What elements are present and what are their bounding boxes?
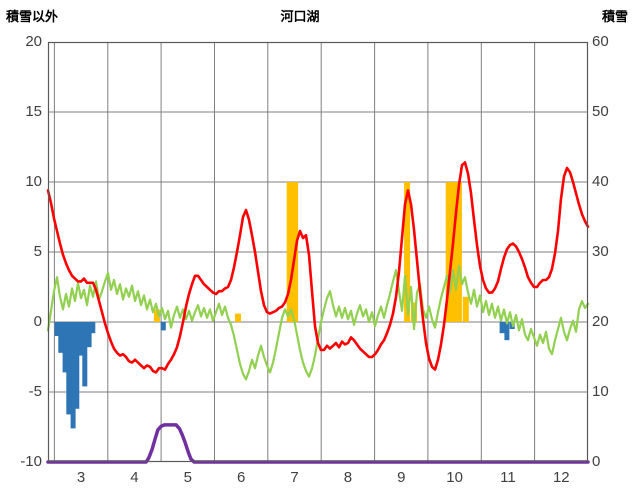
- x-axis-tick: 5: [183, 469, 192, 486]
- x-axis-tick: 6: [236, 469, 246, 486]
- x-axis-tick: 3: [76, 469, 86, 486]
- left-axis-tick: -5: [28, 383, 42, 400]
- x-axis-tick: 9: [397, 469, 406, 486]
- x-axis-tick: 11: [500, 469, 516, 486]
- left-axis-tick: 5: [33, 243, 42, 260]
- left-axis-tick: 10: [25, 173, 42, 190]
- right-axis-tick: 0: [592, 453, 601, 470]
- left-axis-tick: 15: [25, 103, 42, 120]
- chart-title: 河口湖: [280, 9, 320, 24]
- plot-area: [46, 41, 590, 464]
- x-axis-tick: 10: [446, 469, 463, 486]
- x-axis-tick: 12: [552, 469, 570, 486]
- left-axis-tick: -10: [20, 453, 42, 470]
- left-axis-tick: 20: [25, 33, 42, 50]
- right-axis-tick: 40: [592, 173, 609, 190]
- right-axis-tick: 30: [592, 243, 609, 260]
- right-axis-tick: 10: [592, 383, 609, 400]
- right-axis-tick: 20: [592, 313, 609, 330]
- x-axis-tick: 8: [343, 469, 353, 486]
- right-axis-title: 積雪: [601, 9, 628, 24]
- left-axis-tick: 0: [33, 313, 42, 330]
- right-axis-tick: 50: [592, 103, 609, 120]
- x-axis-tick: 7: [290, 469, 299, 486]
- right-axis-tick: 60: [592, 33, 609, 50]
- x-axis-tick: 4: [130, 469, 139, 486]
- left-axis-title: 積雪以外: [6, 9, 59, 24]
